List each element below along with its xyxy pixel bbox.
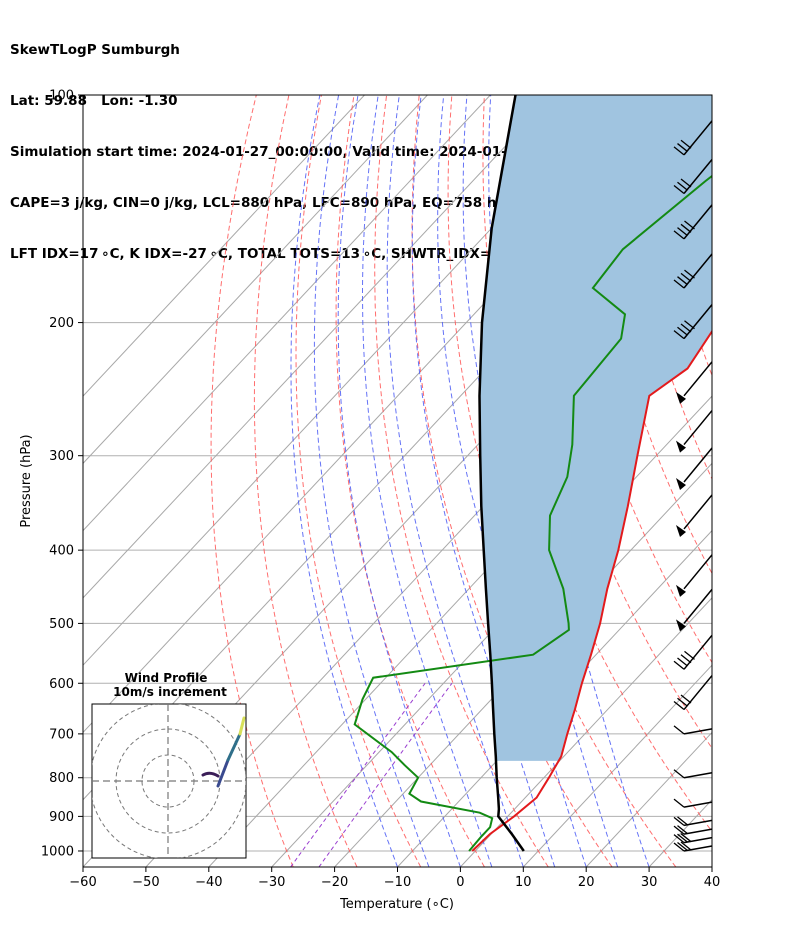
dewpoint-line <box>353 174 712 852</box>
x-tick-label: −20 <box>321 875 348 890</box>
wind-barb <box>676 554 713 597</box>
moist-adiabat <box>462 95 619 867</box>
mixing-ratio-line <box>290 683 426 867</box>
x-tick-label: 20 <box>578 875 595 890</box>
x-tick-label: −30 <box>258 875 285 890</box>
dry-adiabat <box>745 95 794 867</box>
y-axis-label: Pressure (hPa) <box>19 434 34 527</box>
temperature-line <box>471 329 712 852</box>
y-tick-label: 700 <box>49 727 74 742</box>
y-tick-label: 900 <box>49 810 74 825</box>
wind-barb <box>673 841 713 852</box>
dry-adiabat <box>778 95 794 867</box>
isotherm-line <box>711 866 712 867</box>
isotherm-line <box>522 664 712 867</box>
dry-adiabat <box>482 95 712 833</box>
wind-barb <box>676 361 713 404</box>
y-tick-label: 200 <box>49 316 74 331</box>
x-axis-label: Temperature (∘C) <box>339 897 454 912</box>
wind-barb <box>673 159 713 195</box>
moist-adiabat <box>437 95 587 867</box>
chart-header: SkewTLogP Sumburgh Lat: 59.88 Lon: -1.30… <box>10 8 626 280</box>
isotherm-line <box>460 597 712 867</box>
y-tick-label: 300 <box>49 449 74 464</box>
hodograph-trace <box>238 716 246 736</box>
station-title: SkewTLogP Sumburgh <box>10 42 180 58</box>
wind-barb <box>676 447 713 490</box>
dry-adiabat <box>335 95 485 867</box>
x-tick-label: −60 <box>69 875 96 890</box>
isotherm-line <box>83 95 428 465</box>
x-tick-label: −10 <box>384 875 411 890</box>
dry-adiabat <box>295 95 422 867</box>
x-tick-label: −50 <box>132 875 159 890</box>
hodograph-trace <box>226 732 242 762</box>
wind-barb <box>673 825 713 835</box>
dry-adiabat <box>711 95 712 96</box>
wind-barb <box>676 410 713 453</box>
hodograph-trace <box>201 771 220 778</box>
wind-barb <box>673 816 713 827</box>
wind-barb <box>673 798 713 808</box>
moist-adiabat <box>313 95 430 867</box>
x-tick-label: 40 <box>704 875 721 890</box>
wind-barb <box>673 634 713 670</box>
isotherm-line <box>83 95 554 599</box>
hodograph-subtitle: 10m/s increment <box>113 685 227 699</box>
y-tick-label: 100 <box>49 89 74 104</box>
x-tick-label: 30 <box>641 875 658 890</box>
wind-barbs <box>673 120 713 852</box>
x-tick-label: −40 <box>195 875 222 890</box>
y-tick-label: 500 <box>49 617 74 632</box>
wind-barb <box>673 675 713 711</box>
isotherm-line <box>334 462 712 867</box>
profile-lines <box>353 95 712 852</box>
station-coordinates: Lat: 59.88 Lon: -1.30 <box>10 93 178 109</box>
x-ticks: −60 −50 −40 −30 −20 −10 0 10 20 30 40 <box>69 867 720 890</box>
wind-barb <box>673 204 713 240</box>
moist-adiabat <box>337 95 461 867</box>
moist-adiabat <box>488 95 650 867</box>
wind-barb <box>673 120 713 156</box>
wind-barb <box>676 588 713 632</box>
isotherm-line <box>83 95 491 532</box>
mixing-ratio-line <box>318 683 453 867</box>
parcel-line <box>478 95 525 852</box>
wind-barb <box>673 833 713 844</box>
cape-shading <box>479 95 712 761</box>
x-tick-label: 0 <box>456 875 464 890</box>
wind-barb <box>673 769 713 779</box>
hodograph-title: Wind Profile <box>125 671 208 685</box>
hodograph-inset: Wind Profile 10m/s increment <box>91 671 247 859</box>
moist-adiabat <box>411 95 556 867</box>
wind-barb <box>673 304 713 340</box>
x-tick-label: 10 <box>515 875 532 890</box>
isotherm-line <box>83 95 365 397</box>
dry-adiabat <box>614 95 712 480</box>
y-tick-label: 1000 <box>41 844 74 859</box>
y-tick-label: 400 <box>49 544 74 559</box>
dry-adiabat <box>210 95 294 867</box>
wind-barb <box>676 494 713 537</box>
moist-adiabat <box>290 95 398 867</box>
y-tick-label: 800 <box>49 771 74 786</box>
isotherm-line <box>585 731 712 867</box>
cape-area <box>479 95 712 761</box>
dry-adiabat <box>253 95 358 867</box>
wind-barb <box>673 253 713 289</box>
stability-indices-2: LFT IDX=17 ∘C, K IDX=-27 ∘C, TOTAL TOTS=… <box>10 246 531 262</box>
wind-barb <box>673 725 713 735</box>
moist-adiabat <box>386 95 524 867</box>
y-tick-label: 600 <box>49 677 74 692</box>
hodograph-trace <box>216 758 230 788</box>
y-ticks: 100 200 300 400 500 600 700 800 900 1000 <box>41 89 83 859</box>
